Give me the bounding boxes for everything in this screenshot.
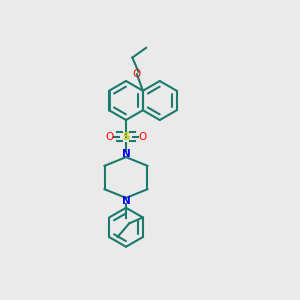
- Text: N: N: [122, 149, 130, 159]
- Text: N: N: [122, 196, 130, 206]
- Text: O: O: [106, 132, 114, 142]
- Text: O: O: [138, 132, 146, 142]
- Text: O: O: [133, 69, 141, 79]
- Text: S: S: [122, 132, 130, 142]
